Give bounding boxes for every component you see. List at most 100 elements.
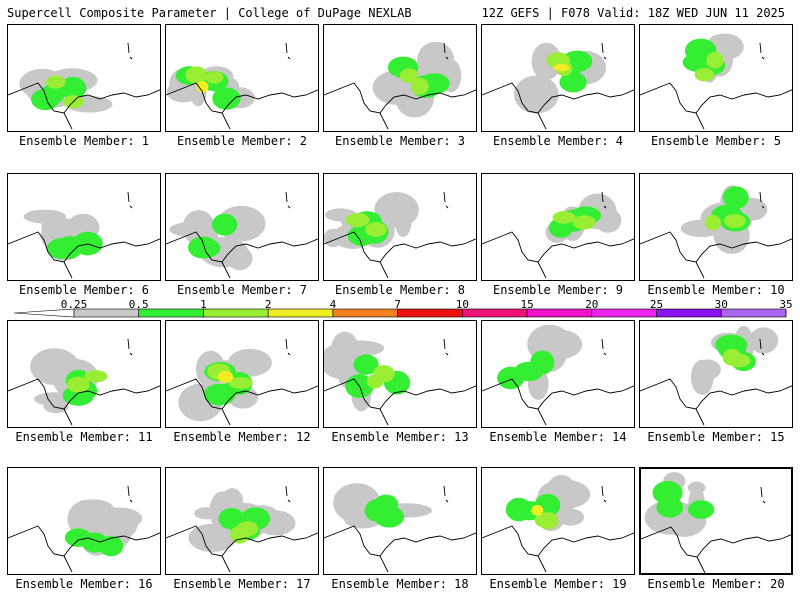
coastline (63, 408, 73, 426)
scp-contour-level-2 (45, 75, 66, 89)
ensemble-member-map-17 (165, 467, 319, 575)
colorbar-segment-7 (397, 308, 463, 318)
scp-contour-level-1 (497, 366, 525, 390)
colorbar-segment-25 (656, 308, 722, 318)
coastline (482, 231, 634, 263)
scp-contour-level-3 (531, 505, 544, 516)
coastline (482, 525, 634, 557)
coastline (379, 261, 389, 279)
ensemble-member-map-12 (165, 320, 319, 428)
scp-contour-level-2 (228, 376, 253, 389)
ensemble-member-label: Ensemble Member: 14 (489, 430, 627, 444)
scp-field-map (8, 485, 160, 573)
header-valid-time: 12Z GEFS | F078 Valid: 18Z WED JUN 11 20… (481, 6, 785, 20)
coastline (379, 112, 389, 130)
ensemble-member-label: Ensemble Member: 12 (173, 430, 311, 444)
scp-contour-level-2 (205, 71, 224, 84)
ensemble-member-map-20 (639, 467, 793, 575)
scp-contour-level-3 (553, 63, 570, 72)
coastline (695, 261, 705, 279)
scp-contour-light (339, 340, 356, 375)
lake-outline (759, 338, 765, 356)
ensemble-member-label: Ensemble Member: 6 (18, 283, 150, 297)
scp-contour-level-2 (365, 222, 387, 237)
lake-outline (601, 191, 607, 209)
coastline (63, 555, 73, 573)
scp-contour-level-1 (687, 500, 715, 519)
coastline (537, 112, 547, 130)
scp-contour-level-1 (64, 528, 92, 547)
ensemble-member-map-13 (323, 320, 477, 428)
colorbar-tick-label: 0.5 (128, 298, 149, 311)
lake-outline (601, 42, 607, 60)
scp-contour-level-2 (706, 51, 724, 69)
coastline (8, 82, 160, 114)
coastline (8, 525, 160, 557)
coastline (221, 112, 231, 130)
coastline (8, 231, 160, 263)
ensemble-member-map-15 (639, 320, 793, 428)
scp-contour-light (169, 221, 222, 238)
scp-field-map (640, 33, 792, 130)
lake-outline (127, 485, 133, 503)
colorbar-tick-label: 2 (264, 298, 272, 311)
scp-field-map (640, 325, 792, 426)
colorbar-tick-label: 20 (585, 298, 599, 311)
ensemble-member-label: Ensemble Member: 20 (647, 577, 785, 591)
scp-field-map (324, 41, 476, 130)
scp-contour-level-1 (364, 499, 391, 522)
lake-outline (443, 191, 449, 209)
coastline (537, 261, 547, 279)
lake-outline (443, 485, 449, 503)
coastline (696, 556, 706, 573)
ensemble-member-label: Ensemble Member: 4 (492, 134, 624, 148)
scp-contour-level-2 (534, 512, 558, 528)
scp-contour-level-1 (192, 239, 221, 258)
scp-contour-level-1 (715, 334, 748, 355)
scp-contour-light (30, 348, 80, 385)
ensemble-member-label: Ensemble Member: 5 (650, 134, 782, 148)
ensemble-member-map-2 (165, 24, 319, 132)
scp-field-map (482, 42, 634, 130)
ensemble-member-map-1 (7, 24, 161, 132)
scp-contour-level-1 (211, 213, 238, 236)
scp-contour-light (194, 507, 219, 520)
lake-outline (601, 485, 607, 503)
lake-outline (601, 338, 607, 356)
colorbar-segment-30 (720, 308, 787, 318)
lake-outline (127, 191, 133, 209)
colorbar (13, 308, 787, 318)
ensemble-member-map-11 (7, 320, 161, 428)
lake-outline (443, 338, 449, 356)
scp-field-map (166, 191, 318, 279)
colorbar-tick-label: 25 (649, 298, 664, 311)
colorbar-segment-10 (462, 308, 528, 318)
ensemble-member-map-18 (323, 467, 477, 575)
ensemble-member-label: Ensemble Member: 8 (334, 283, 466, 297)
coastline (166, 82, 318, 114)
scp-contour-level-3 (217, 370, 234, 383)
lake-outline (759, 191, 765, 209)
coastline (640, 82, 792, 114)
scp-contour-level-1 (353, 354, 379, 375)
scp-contour-level-1 (40, 84, 65, 105)
lake-outline (759, 42, 765, 60)
coastline (63, 261, 73, 279)
scp-contour-level-2 (552, 211, 576, 224)
coastline (640, 231, 792, 263)
scp-contour-light (513, 75, 559, 114)
ensemble-member-label: Ensemble Member: 2 (176, 134, 308, 148)
scp-contour-level-2 (694, 68, 715, 82)
scp-contour-light (594, 208, 622, 233)
scp-field-map (8, 338, 160, 426)
lake-outline (127, 338, 133, 356)
ensemble-member-label: Ensemble Member: 15 (647, 430, 785, 444)
coastline (166, 231, 318, 263)
colorbar-segment-15 (526, 308, 593, 318)
scp-contour-level-1 (652, 480, 683, 505)
coastline (221, 261, 231, 279)
scp-field-map (166, 485, 318, 573)
ensemble-member-label: Ensemble Member: 9 (492, 283, 624, 297)
lake-outline (760, 486, 766, 504)
scp-field-map (482, 324, 634, 426)
